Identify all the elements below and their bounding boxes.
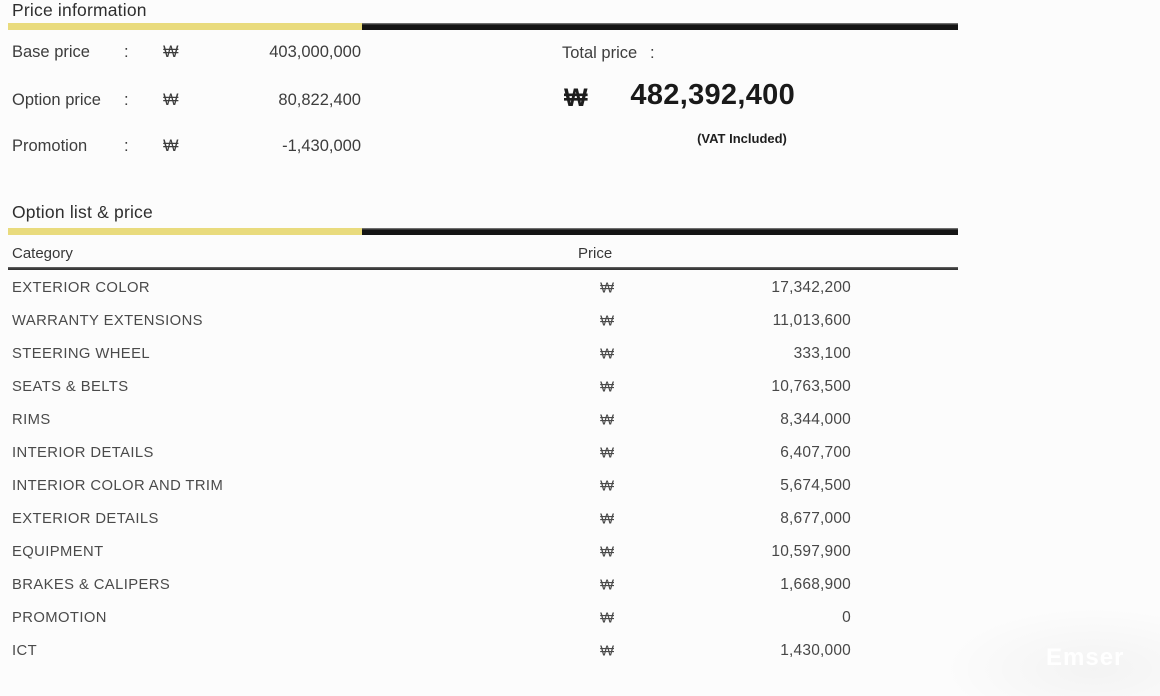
won-sign-icon: ₩ — [600, 411, 615, 429]
option-price-label: Option price — [12, 91, 101, 109]
divider-yellow-segment — [8, 23, 362, 30]
option-price-row: Option price : ₩ 80,822,400 — [12, 91, 361, 111]
divider-black-segment — [362, 228, 958, 235]
category-cell: WARRANTY EXTENSIONS — [12, 313, 203, 330]
option-list-title: Option list & price — [12, 202, 153, 222]
price-cell: 8,344,000 — [780, 411, 851, 429]
table-row-steering-wheel: STEERING WHEEL ₩ 333,100 — [12, 338, 950, 371]
vat-included-note: (VAT Included) — [697, 131, 787, 146]
table-row-warranty-extensions: WARRANTY EXTENSIONS ₩ 11,013,600 — [12, 305, 950, 338]
base-price-row: Base price : ₩ 403,000,000 — [12, 43, 361, 63]
category-cell: EXTERIOR COLOR — [12, 280, 150, 297]
price-cell: 11,013,600 — [772, 312, 851, 330]
table-row-ict: ICT ₩ 1,430,000 — [12, 634, 950, 667]
won-sign-icon: ₩ — [600, 345, 615, 363]
promotion-label: Promotion — [12, 137, 88, 155]
won-sign-icon: ₩ — [600, 312, 615, 330]
divider-yellow-segment — [8, 228, 362, 235]
category-column-header: Category — [12, 245, 73, 262]
won-sign-icon: ₩ — [600, 477, 615, 495]
won-sign-icon: ₩ — [163, 91, 179, 109]
won-sign-icon: ₩ — [163, 43, 179, 61]
total-price-label: Total price — [562, 44, 638, 62]
option-list-divider — [8, 228, 958, 235]
table-row-promotion: PROMOTION ₩ 0 — [12, 601, 950, 634]
won-sign-icon: ₩ — [600, 444, 615, 462]
table-row-equipment: EQUIPMENT ₩ 10,597,900 — [12, 536, 950, 569]
total-price-amount: ₩ 482,392,400 — [562, 79, 795, 115]
base-price-label: Base price — [12, 43, 90, 61]
price-cell: 5,674,500 — [780, 477, 851, 495]
table-row-interior-details: INTERIOR DETAILS ₩ 6,407,700 — [12, 437, 950, 470]
price-cell: 17,342,200 — [771, 279, 851, 297]
promotion-price-row: Promotion : ₩ -1,430,000 — [12, 137, 361, 157]
category-cell: EXTERIOR DETAILS — [12, 511, 159, 528]
price-information-divider — [8, 23, 958, 30]
won-sign-icon: ₩ — [600, 543, 615, 561]
table-row-seats-belts: SEATS & BELTS ₩ 10,763,500 — [12, 371, 950, 404]
promotion-value: -1,430,000 — [282, 137, 361, 155]
price-cell: 6,407,700 — [780, 444, 851, 462]
price-cell: 8,677,000 — [780, 510, 851, 528]
colon-separator: : — [124, 43, 129, 61]
price-information-title: Price information — [12, 0, 147, 20]
price-cell: 10,763,500 — [771, 378, 851, 396]
won-sign-icon: ₩ — [564, 84, 588, 112]
price-column-header: Price — [578, 245, 613, 262]
total-price-value: 482,392,400 — [630, 79, 795, 111]
base-price-value: 403,000,000 — [269, 43, 361, 61]
table-row-exterior-details: EXTERIOR DETAILS ₩ 8,677,000 — [12, 503, 950, 536]
corner-shade — [940, 606, 1160, 696]
won-sign-icon: ₩ — [600, 378, 615, 396]
price-cell: 333,100 — [793, 345, 851, 363]
divider-black-segment — [362, 23, 958, 30]
table-row-exterior-color: EXTERIOR COLOR ₩ 17,342,200 — [12, 272, 950, 305]
won-sign-icon: ₩ — [600, 510, 615, 528]
category-cell: SEATS & BELTS — [12, 379, 129, 396]
option-table-body: EXTERIOR COLOR ₩ 17,342,200 WARRANTY EXT… — [12, 272, 950, 667]
colon-separator: : — [650, 44, 655, 62]
won-sign-icon: ₩ — [600, 642, 615, 660]
table-row-brakes-calipers: BRAKES & CALIPERS ₩ 1,668,900 — [12, 568, 950, 601]
category-cell: INTERIOR COLOR AND TRIM — [12, 478, 224, 495]
won-sign-icon: ₩ — [163, 137, 179, 155]
table-row-rims: RIMS ₩ 8,344,000 — [12, 404, 950, 437]
category-cell: STEERING WHEEL — [12, 346, 150, 363]
category-cell: PROMOTION — [12, 609, 107, 626]
won-sign-icon: ₩ — [600, 609, 615, 627]
video-watermark: Emser — [1046, 644, 1125, 671]
category-cell: ICT — [12, 642, 38, 659]
category-cell: EQUIPMENT — [12, 543, 104, 560]
won-sign-icon: ₩ — [600, 279, 615, 297]
price-cell: 10,597,900 — [771, 542, 851, 560]
table-header-rule — [8, 267, 958, 270]
price-cell: 1,668,900 — [780, 575, 851, 593]
won-sign-icon: ₩ — [600, 576, 615, 594]
colon-separator: : — [124, 137, 129, 155]
option-price-value: 80,822,400 — [278, 91, 361, 109]
colon-separator: : — [124, 91, 129, 109]
price-cell: 0 — [842, 608, 851, 626]
price-cell: 1,430,000 — [780, 641, 851, 659]
category-cell: INTERIOR DETAILS — [12, 445, 154, 462]
category-cell: BRAKES & CALIPERS — [12, 576, 171, 593]
category-cell: RIMS — [12, 412, 51, 429]
table-row-interior-color-and-trim: INTERIOR COLOR AND TRIM ₩ 5,674,500 — [12, 470, 950, 503]
